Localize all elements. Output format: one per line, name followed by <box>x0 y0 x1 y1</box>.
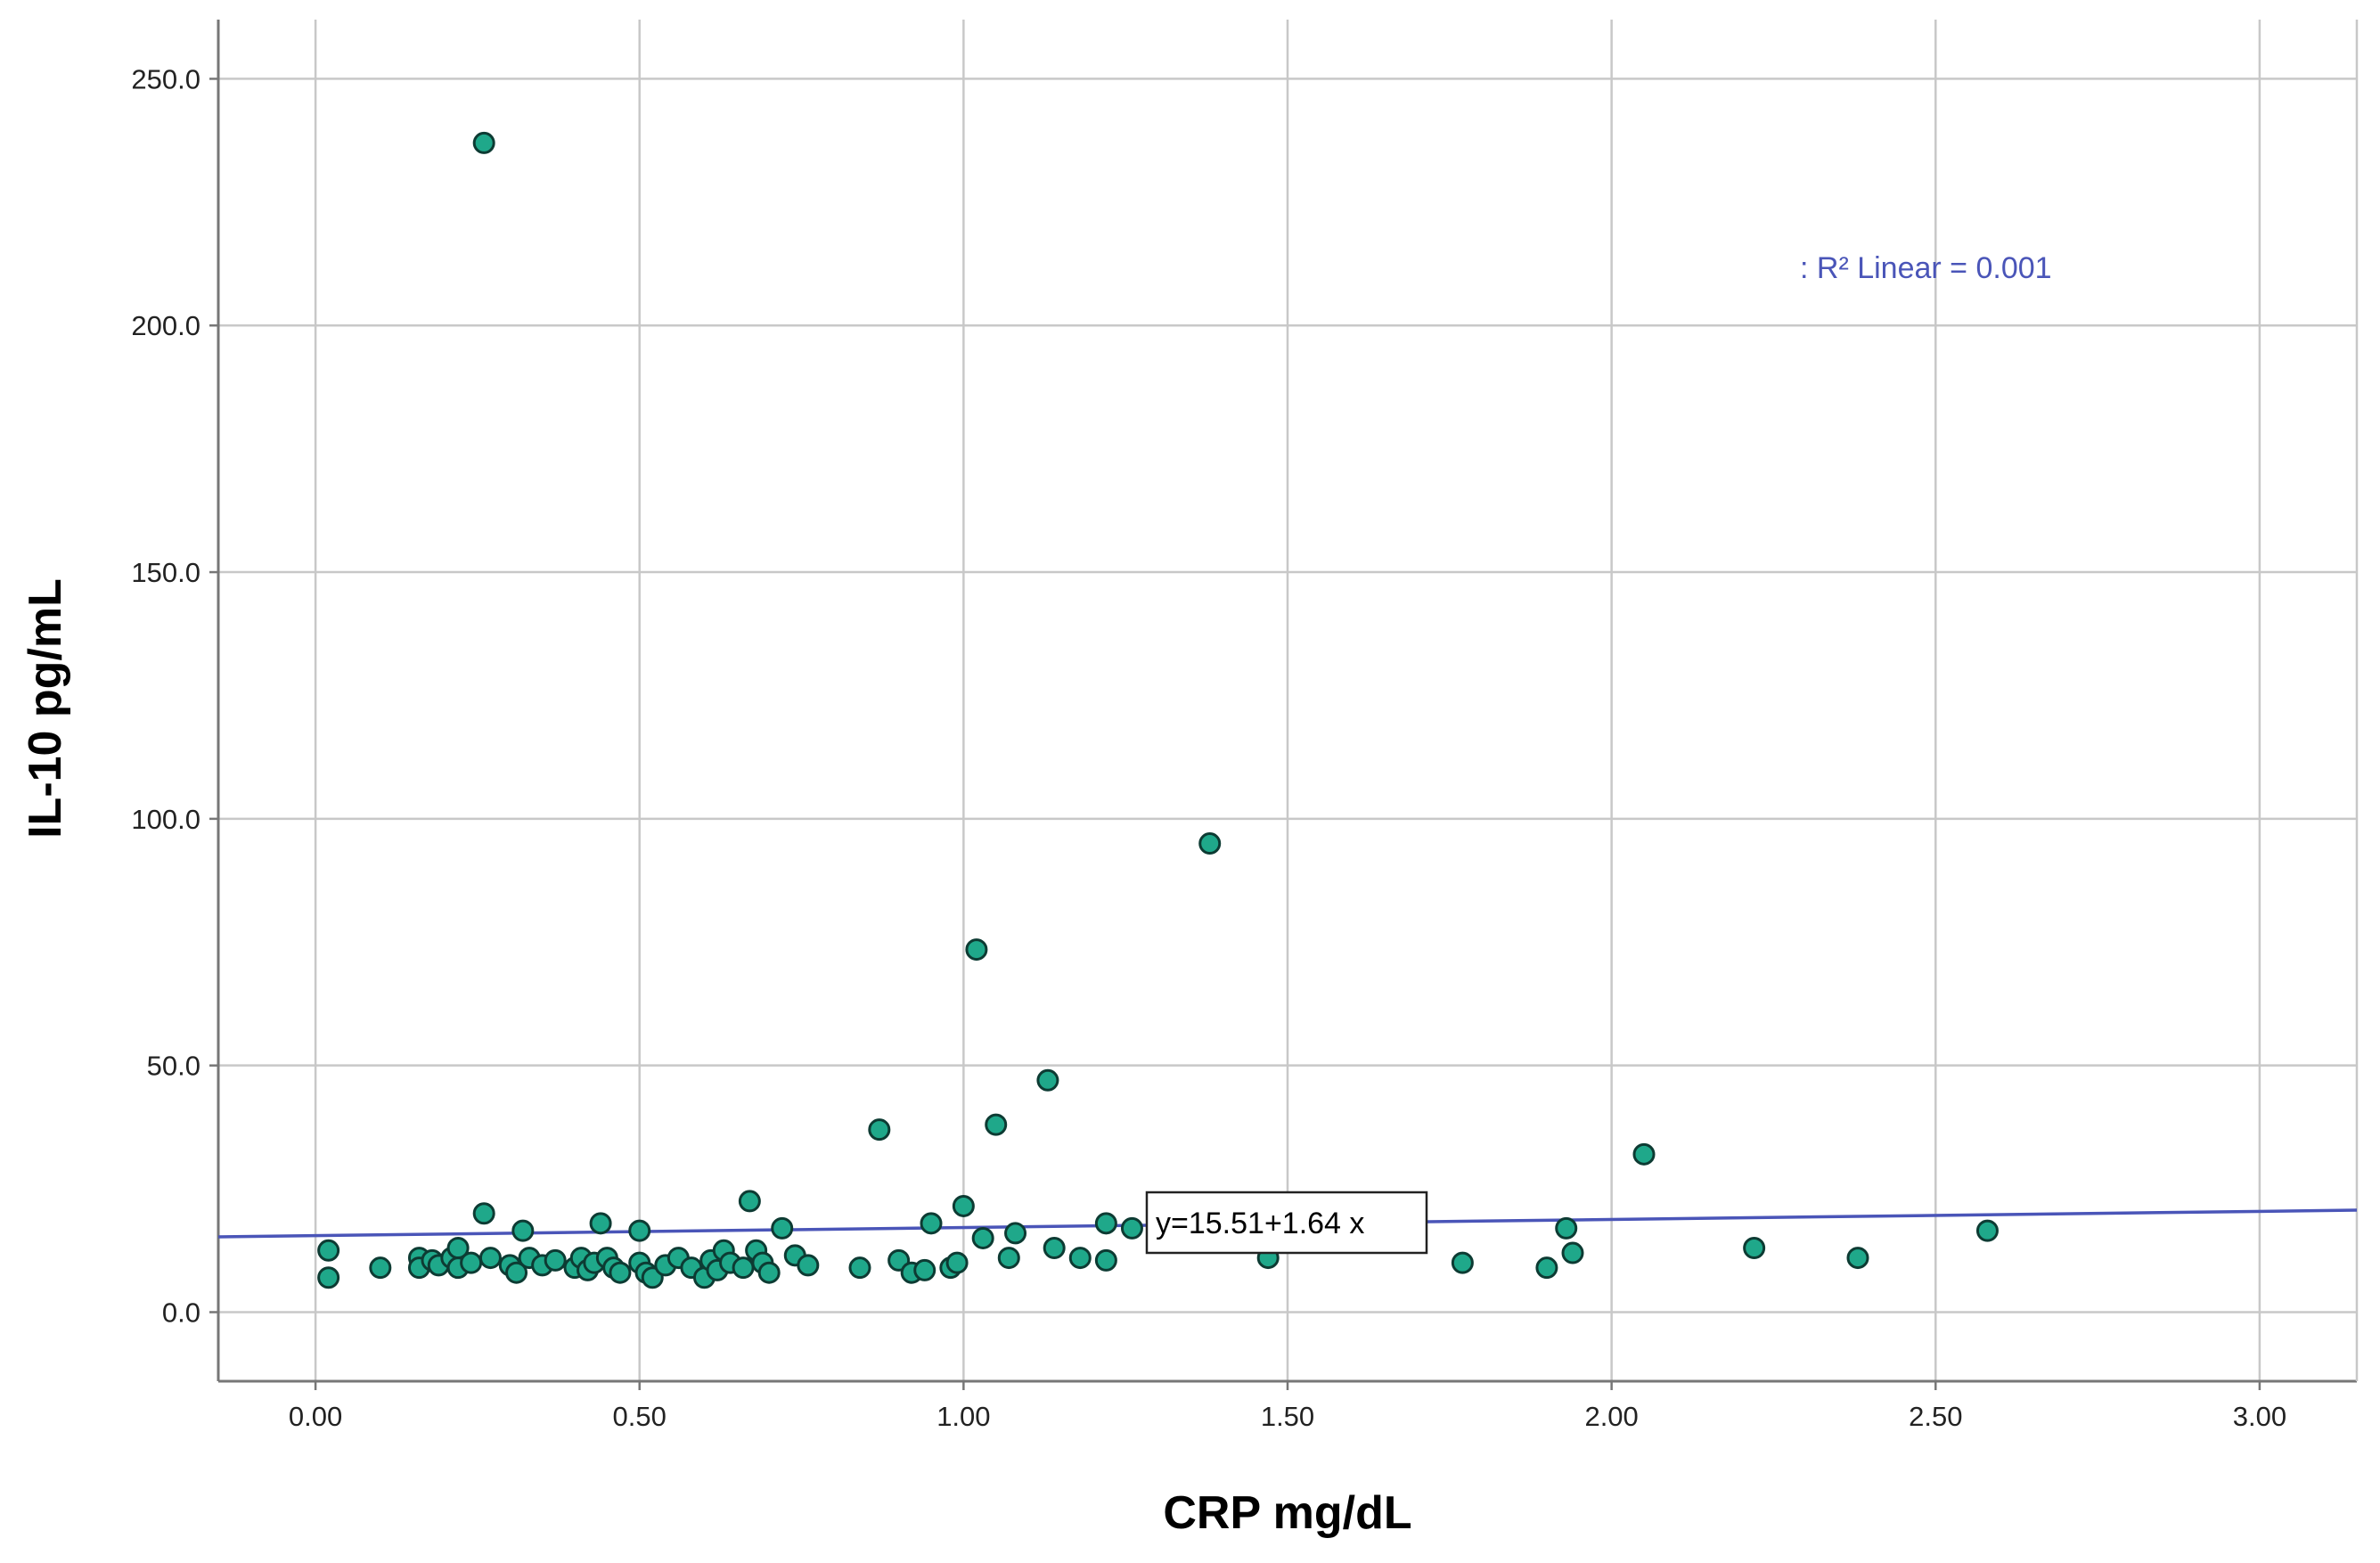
data-point <box>1120 1216 1143 1240</box>
axes <box>209 20 2359 1390</box>
data-point <box>797 1254 820 1277</box>
data-point <box>952 1194 975 1217</box>
data-point <box>913 1258 936 1281</box>
data-point <box>848 1256 871 1280</box>
data-point <box>609 1261 632 1284</box>
data-point <box>472 131 495 154</box>
x-tick-label: 2.00 <box>1584 1401 1638 1432</box>
data-point <box>920 1212 943 1235</box>
x-tick-label: 1.50 <box>1261 1401 1314 1432</box>
data-point <box>971 1226 994 1249</box>
data-point <box>945 1251 969 1274</box>
y-tick-label: 200.0 <box>131 310 200 341</box>
data-point <box>1632 1142 1656 1166</box>
data-point <box>1561 1241 1584 1264</box>
x-tick-label: 1.00 <box>936 1401 990 1432</box>
data-point <box>1094 1248 1117 1272</box>
data-point <box>1043 1237 1066 1260</box>
data-point <box>472 1202 495 1225</box>
data-point <box>1004 1222 1027 1245</box>
data-points <box>317 131 1999 1289</box>
data-point <box>317 1239 340 1262</box>
data-point <box>511 1219 535 1242</box>
fit-equation-box: y=15.51+1.64 x <box>1145 1191 1428 1255</box>
y-tick-label: 100.0 <box>131 804 200 835</box>
data-point <box>1535 1256 1558 1280</box>
y-tick-label: 150.0 <box>131 557 200 588</box>
data-point <box>1036 1068 1059 1092</box>
data-point <box>1975 1219 1999 1242</box>
data-point <box>1451 1251 1474 1274</box>
data-point <box>1198 832 1222 855</box>
data-point <box>965 938 988 962</box>
grid-lines <box>218 20 2357 1381</box>
fit-equation-frame <box>1145 1191 1428 1255</box>
data-point <box>505 1261 528 1284</box>
data-point <box>589 1212 612 1235</box>
data-point <box>1068 1247 1092 1270</box>
y-axis-title: IL-10 pg/mL <box>20 578 71 839</box>
y-tick-label: 250.0 <box>131 63 200 94</box>
data-point <box>1555 1216 1578 1240</box>
fit-equation-label: y=15.51+1.64 x <box>1156 1207 1364 1240</box>
data-point <box>317 1266 340 1289</box>
data-point <box>738 1190 761 1213</box>
x-axis-title: CRP mg/dL <box>1163 1487 1411 1539</box>
data-point <box>868 1118 891 1142</box>
data-point <box>1094 1212 1117 1235</box>
y-tick-label: 0.0 <box>162 1297 200 1328</box>
data-point <box>1743 1237 1766 1260</box>
x-tick-label: 3.00 <box>2233 1401 2286 1432</box>
tick-labels: 0.00 0.50 1.00 1.50 2.00 2.50 3.00 0.0 50.0 100.0… <box>131 63 2286 1432</box>
data-point <box>771 1216 794 1240</box>
data-point <box>369 1256 392 1280</box>
data-point <box>985 1113 1008 1136</box>
x-tick-label: 0.00 <box>289 1401 342 1432</box>
data-point <box>478 1247 502 1270</box>
data-point <box>628 1219 651 1242</box>
x-tick-label: 0.50 <box>613 1401 667 1432</box>
data-point <box>732 1256 755 1280</box>
y-tick-label: 50.0 <box>147 1051 200 1082</box>
data-point <box>460 1251 483 1274</box>
data-point <box>1846 1247 1869 1270</box>
x-tick-label: 2.50 <box>1909 1401 1962 1432</box>
data-point <box>997 1247 1020 1270</box>
data-point <box>757 1261 781 1284</box>
r2-linear-label: : R² Linear = 0.001 <box>1800 251 2052 285</box>
data-point <box>544 1248 567 1272</box>
